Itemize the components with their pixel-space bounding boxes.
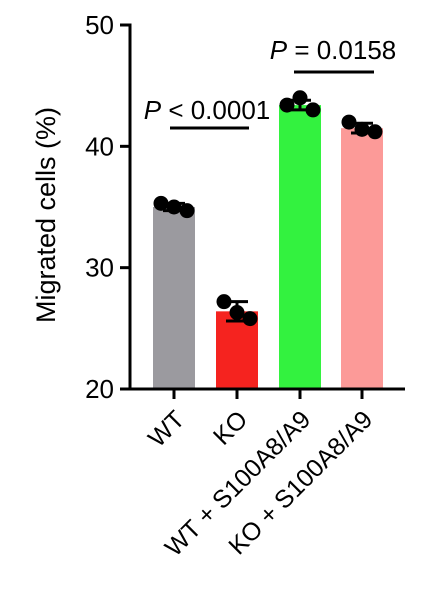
x-tick-label-0: WT: [143, 405, 190, 452]
x-tick-label-1: KO: [208, 405, 253, 450]
data-point-3-0: [342, 115, 357, 130]
data-point-2-2: [306, 102, 321, 117]
data-point-2-0: [280, 98, 295, 113]
data-point-3-1: [355, 122, 370, 137]
bar-0: [153, 207, 195, 389]
annotations-layer: P < 0.0001 P = 0.0158: [144, 35, 397, 128]
data-point-3-2: [368, 124, 383, 139]
data-point-0-1: [167, 200, 182, 215]
y-tick-label-1: 30: [85, 253, 114, 283]
significance-label-1: P = 0.0158: [270, 35, 397, 65]
bar-2: [279, 105, 321, 389]
data-point-0-2: [180, 203, 195, 218]
y-tick-label-2: 40: [85, 131, 114, 161]
data-point-1-0: [217, 294, 232, 309]
y-tick-label-0: 20: [85, 374, 114, 404]
bars-layer: [153, 105, 383, 389]
y-axis-label: Migrated cells (%): [31, 107, 61, 323]
bar-3: [341, 128, 383, 389]
data-point-1-2: [243, 311, 258, 326]
data-point-1-1: [230, 305, 245, 320]
data-point-0-0: [154, 196, 169, 211]
y-tick-label-3: 50: [85, 10, 114, 40]
data-point-2-1: [293, 90, 308, 105]
significance-label-0: P < 0.0001: [144, 95, 271, 125]
